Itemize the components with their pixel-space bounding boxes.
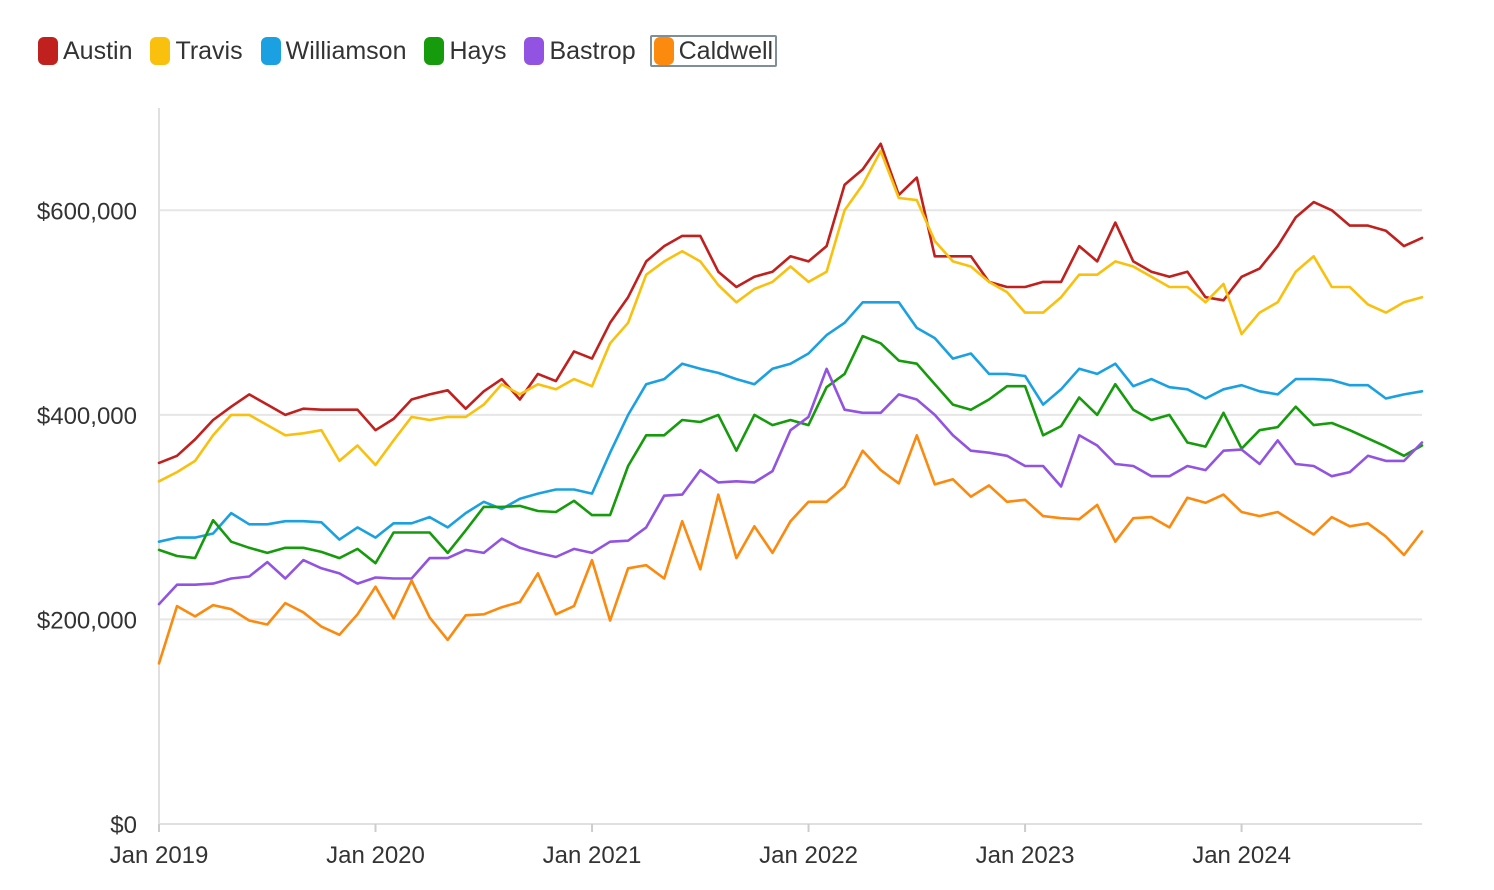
legend-label-caldwell: Caldwell bbox=[678, 36, 774, 65]
series-line-austin[interactable] bbox=[157, 142, 1424, 465]
legend-swatch-williamson bbox=[260, 37, 281, 65]
y-tick-label: $200,000 bbox=[37, 607, 137, 634]
legend-swatch-bastrop bbox=[524, 37, 545, 65]
y-tick-label: $600,000 bbox=[37, 198, 137, 225]
legend-label-williamson: Williamson bbox=[285, 36, 407, 65]
gridlines bbox=[159, 209, 1422, 621]
legend-swatch-austin bbox=[38, 37, 58, 65]
legend-item-bastrop[interactable]: Bastrop bbox=[520, 35, 639, 67]
legend-swatch-travis bbox=[150, 37, 171, 65]
series-line-caldwell[interactable] bbox=[157, 433, 1424, 665]
legend-item-hays[interactable]: Hays bbox=[420, 35, 510, 67]
x-tick-label: Jan 2021 bbox=[543, 842, 642, 869]
legend-item-travis[interactable]: Travis bbox=[146, 35, 246, 67]
legend-label-bastrop: Bastrop bbox=[549, 36, 636, 65]
series-line-bastrop[interactable] bbox=[157, 367, 1424, 606]
legend-item-austin[interactable]: Austin bbox=[34, 35, 136, 67]
tick-labels: $0 $200,000 $400,000 $600,000 Jan 2019 Jan 20… bbox=[37, 198, 1291, 869]
x-tick-label: Jan 2022 bbox=[759, 842, 858, 869]
legend-item-caldwell[interactable]: Caldwell bbox=[649, 35, 778, 67]
legend-swatch-hays bbox=[424, 37, 445, 65]
series-line-williamson[interactable] bbox=[157, 300, 1424, 544]
y-tick-label: $400,000 bbox=[37, 403, 137, 430]
legend-item-williamson[interactable]: Williamson bbox=[257, 35, 411, 67]
series-lines bbox=[157, 142, 1424, 665]
series-line-travis[interactable] bbox=[157, 149, 1424, 483]
x-tick-label: Jan 2020 bbox=[326, 842, 425, 869]
legend-label-hays: Hays bbox=[449, 36, 507, 65]
legend-swatch-caldwell bbox=[653, 37, 674, 65]
x-tick-label: Jan 2023 bbox=[976, 842, 1075, 869]
legend-label-austin: Austin bbox=[63, 36, 133, 65]
x-tick-label: Jan 2024 bbox=[1192, 842, 1291, 869]
y-tick-label: $0 bbox=[110, 812, 137, 839]
axes bbox=[158, 108, 1422, 832]
chart-legend: Austin Travis Williamson Hays Bastrop Ca… bbox=[34, 34, 787, 68]
x-tick-label: Jan 2019 bbox=[110, 842, 209, 869]
legend-label-travis: Travis bbox=[175, 36, 243, 65]
series-line-hays[interactable] bbox=[157, 334, 1424, 565]
